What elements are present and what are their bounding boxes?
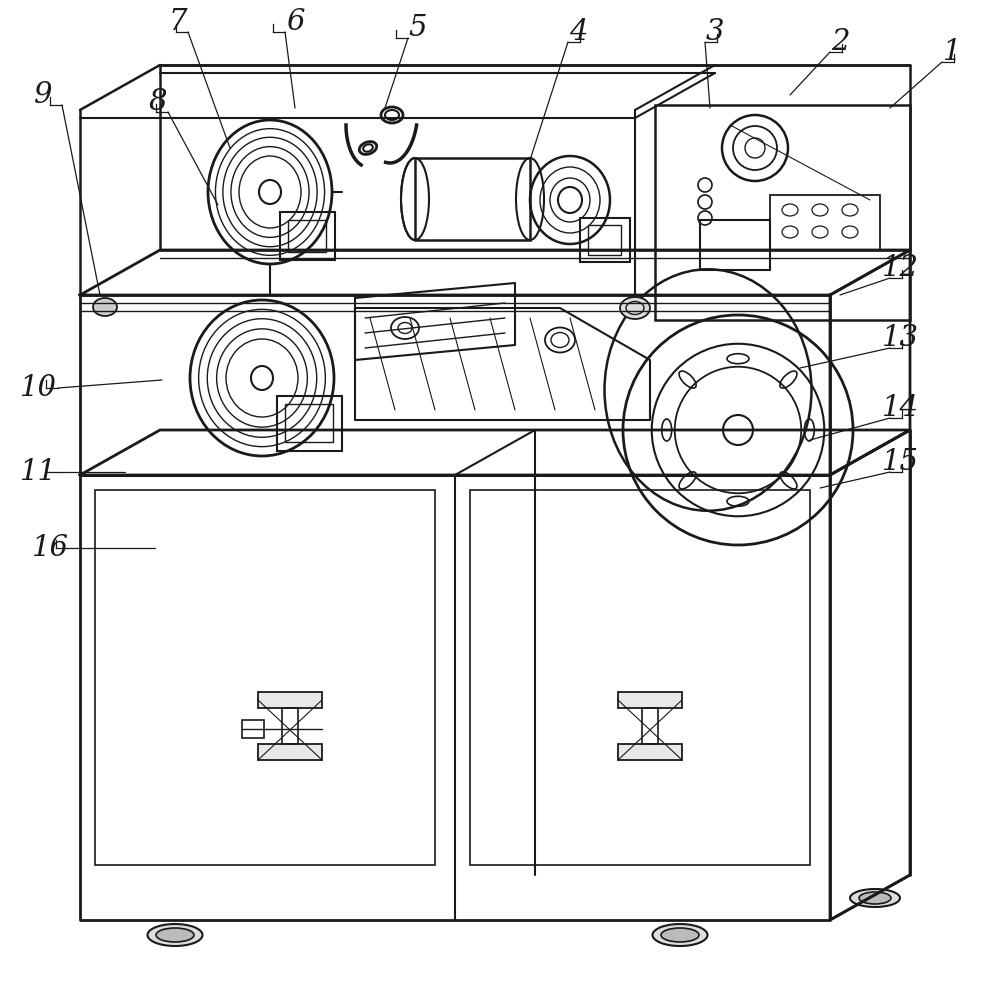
Bar [642,708,658,744]
Text: 12: 12 [882,254,918,282]
Bar [770,195,880,250]
Bar [258,692,322,708]
Text: 5: 5 [409,14,427,42]
Text: 3: 3 [706,18,724,46]
Ellipse shape [156,928,194,942]
Bar [242,720,264,738]
Bar [282,708,298,744]
Text: 15: 15 [882,448,918,476]
Bar [258,744,322,760]
Ellipse shape [148,924,202,946]
Text: 14: 14 [882,394,918,422]
Bar [580,218,630,262]
Bar [470,490,810,865]
Text: 1: 1 [943,38,961,66]
Ellipse shape [93,298,117,316]
Bar [655,105,910,320]
Ellipse shape [652,924,708,946]
Text: 10: 10 [20,374,56,402]
Bar [700,220,770,270]
Text: 8: 8 [149,88,167,116]
Text: 4: 4 [569,18,587,46]
Text: 11: 11 [20,458,56,486]
Bar [618,692,682,708]
Bar [277,396,342,451]
Text: 13: 13 [882,324,918,352]
Text: 2: 2 [831,28,849,56]
Bar [588,225,621,255]
Ellipse shape [850,889,900,907]
Text: 7: 7 [169,8,187,36]
Bar [618,744,682,760]
Bar [95,490,435,865]
Text: 16: 16 [32,534,68,562]
Text: 9: 9 [33,81,51,109]
Ellipse shape [859,892,891,904]
Ellipse shape [661,928,699,942]
Bar [415,158,530,240]
Bar [288,220,326,252]
Bar [285,404,333,442]
Text: 6: 6 [286,8,304,36]
Bar [280,212,335,260]
Ellipse shape [620,297,650,319]
